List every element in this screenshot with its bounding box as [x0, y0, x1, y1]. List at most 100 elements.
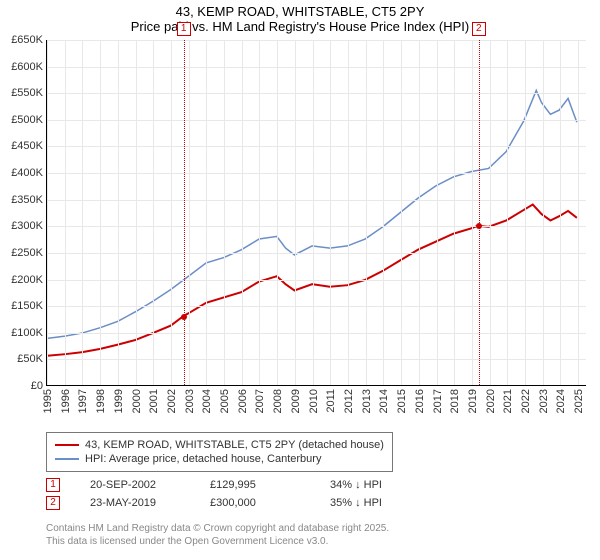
x-axis-label: 2021	[503, 389, 515, 413]
x-axis-label: 2019	[467, 389, 479, 413]
gridline-h	[47, 200, 586, 201]
gridline-h	[47, 253, 586, 254]
gridline-v	[224, 40, 225, 385]
y-axis-label: £400K	[11, 167, 43, 179]
gridline-v	[366, 40, 367, 385]
gridline-v	[259, 40, 260, 385]
gridline-h	[47, 93, 586, 94]
gridline-h	[47, 359, 586, 360]
x-axis-label: 2024	[556, 389, 568, 413]
legend: 43, KEMP ROAD, WHITSTABLE, CT5 2PY (deta…	[46, 432, 393, 472]
legend-label: 43, KEMP ROAD, WHITSTABLE, CT5 2PY (deta…	[85, 439, 384, 451]
x-axis-label: 2025	[573, 389, 585, 413]
x-axis-label: 2007	[255, 389, 267, 413]
x-axis-label: 2022	[520, 389, 532, 413]
y-axis-label: £0	[31, 380, 43, 392]
legend-label: HPI: Average price, detached house, Cant…	[85, 453, 321, 465]
x-axis-label: 2015	[396, 389, 408, 413]
gridline-v	[118, 40, 119, 385]
y-axis-label: £50K	[17, 353, 43, 365]
gridline-v	[507, 40, 508, 385]
gridline-v	[136, 40, 137, 385]
legend-item: HPI: Average price, detached house, Cant…	[55, 453, 384, 465]
attribution-line-1: Contains HM Land Registry data © Crown c…	[46, 522, 389, 535]
legend-swatch	[55, 444, 79, 446]
table-marker: 2	[46, 496, 60, 510]
event-dot	[181, 314, 187, 320]
table-marker: 1	[46, 478, 60, 492]
table-price: £300,000	[210, 497, 290, 509]
x-axis-label: 2004	[202, 389, 214, 413]
x-axis-label: 2016	[414, 389, 426, 413]
event-vline	[184, 40, 185, 385]
gridline-v	[65, 40, 66, 385]
gridline-h	[47, 173, 586, 174]
gridline-v	[171, 40, 172, 385]
y-axis-label: £150K	[11, 300, 43, 312]
gridline-v	[490, 40, 491, 385]
legend-item: 43, KEMP ROAD, WHITSTABLE, CT5 2PY (deta…	[55, 439, 384, 451]
x-axis-label: 2017	[432, 389, 444, 413]
title-line-2: Price paid vs. HM Land Registry's House …	[0, 19, 600, 34]
event-vline	[479, 40, 480, 385]
x-axis-label: 2005	[219, 389, 231, 413]
gridline-v	[454, 40, 455, 385]
table-date: 20-SEP-2002	[90, 479, 170, 491]
chart-container: 43, KEMP ROAD, WHITSTABLE, CT5 2PY Price…	[0, 0, 600, 560]
x-axis-label: 1999	[113, 389, 125, 413]
x-axis-label: 2014	[379, 389, 391, 413]
gridline-v	[383, 40, 384, 385]
gridline-v	[82, 40, 83, 385]
gridline-v	[277, 40, 278, 385]
gridline-v	[437, 40, 438, 385]
x-axis-label: 1996	[60, 389, 72, 413]
gridline-v	[472, 40, 473, 385]
gridline-h	[47, 67, 586, 68]
gridline-h	[47, 120, 586, 121]
y-axis-label: £500K	[11, 114, 43, 126]
x-axis-label: 1997	[78, 389, 90, 413]
x-axis-label: 2010	[308, 389, 320, 413]
x-axis-label: 1995	[42, 389, 54, 413]
y-axis-label: £650K	[11, 34, 43, 46]
x-axis-label: 1998	[95, 389, 107, 413]
x-axis-label: 2003	[184, 389, 196, 413]
x-axis-label: 2012	[343, 389, 355, 413]
event-dot	[476, 223, 482, 229]
gridline-v	[242, 40, 243, 385]
chart-title: 43, KEMP ROAD, WHITSTABLE, CT5 2PY Price…	[0, 0, 600, 36]
gridline-v	[206, 40, 207, 385]
event-marker-label: 2	[472, 22, 486, 36]
gridline-v	[578, 40, 579, 385]
gridline-v	[313, 40, 314, 385]
gridline-v	[560, 40, 561, 385]
datapoints-table: 1 20-SEP-2002 £129,995 34% ↓ HPI 2 23-MAY-201…	[46, 478, 450, 514]
y-axis-label: £250K	[11, 247, 43, 259]
gridline-v	[153, 40, 154, 385]
x-axis-label: 2018	[449, 389, 461, 413]
x-axis-label: 2011	[325, 389, 337, 413]
gridline-h	[47, 306, 586, 307]
table-hpi: 34% ↓ HPI	[330, 479, 410, 491]
gridline-h	[47, 226, 586, 227]
y-axis-label: £450K	[11, 140, 43, 152]
gridline-h	[47, 333, 586, 334]
x-axis-label: 2002	[166, 389, 178, 413]
x-axis-label: 2000	[131, 389, 143, 413]
table-date: 23-MAY-2019	[90, 497, 170, 509]
gridline-v	[348, 40, 349, 385]
table-price: £129,995	[210, 479, 290, 491]
legend-swatch	[55, 458, 79, 460]
table-hpi: 35% ↓ HPI	[330, 497, 410, 509]
event-marker-label: 1	[177, 22, 191, 36]
x-axis-label: 2001	[148, 389, 160, 413]
gridline-v	[47, 40, 48, 385]
y-axis-label: £600K	[11, 61, 43, 73]
gridline-v	[100, 40, 101, 385]
x-axis-label: 2013	[361, 389, 373, 413]
y-axis-label: £100K	[11, 327, 43, 339]
y-axis-label: £350K	[11, 194, 43, 206]
gridline-v	[189, 40, 190, 385]
table-row: 1 20-SEP-2002 £129,995 34% ↓ HPI	[46, 478, 450, 492]
attribution-line-2: This data is licensed under the Open Gov…	[46, 535, 389, 548]
